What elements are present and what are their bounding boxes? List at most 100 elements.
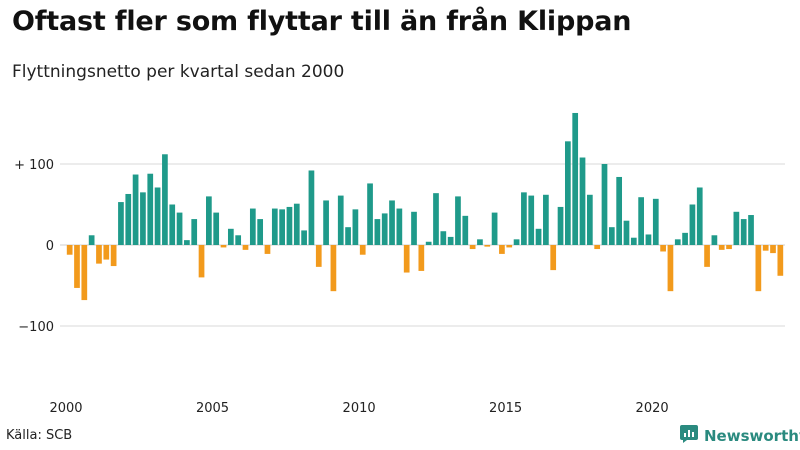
- bar-2000-q1: [66, 245, 73, 255]
- bar-2008-q1: [301, 230, 307, 245]
- bar-2023-q1: [740, 219, 747, 245]
- bar-2013-q3: [462, 215, 469, 245]
- bar-2020-q4: [674, 239, 681, 245]
- bar-2016-q2: [543, 194, 549, 245]
- bar-2021-q3: [696, 187, 703, 245]
- bar-2023-q4: [762, 245, 769, 251]
- x-tick-label: 2015: [489, 401, 522, 416]
- newsworthy-brand[interactable]: Newsworthy: [680, 425, 800, 447]
- bar-2020-q3: [667, 245, 674, 292]
- bar-2001-q2: [103, 245, 110, 260]
- bar-2009-q1: [330, 245, 337, 292]
- bar-2019-q4: [645, 234, 652, 245]
- bar-2001-q1: [96, 245, 102, 264]
- bar-2019-q1: [623, 220, 630, 245]
- bar-2010-q3: [374, 219, 381, 245]
- bar-2017-q2: [572, 112, 579, 245]
- bar-2009-q4: [352, 209, 359, 245]
- brand-name: Newsworthy: [704, 427, 800, 445]
- bar-2020-q2: [660, 245, 666, 252]
- bar-2019-q2: [630, 237, 637, 245]
- bar-2009-q3: [345, 227, 351, 245]
- bar-2011-q2: [396, 208, 403, 245]
- bar-2000-q2: [74, 245, 80, 288]
- bar-2005-q1: [213, 212, 220, 245]
- bar-2006-q4: [264, 245, 271, 254]
- bar-2003-q1: [154, 187, 161, 245]
- newsworthy-logo-icon: [680, 425, 698, 447]
- x-tick-label: 2010: [343, 401, 376, 416]
- bar-2021-q1: [682, 232, 688, 245]
- bar-2004-q4: [206, 196, 212, 245]
- bar-2018-q3: [608, 227, 615, 245]
- bar-2012-q3: [433, 193, 439, 245]
- bar-2022-q3: [726, 245, 732, 250]
- bar-2002-q4: [147, 173, 154, 245]
- y-tick-label: −100: [18, 320, 54, 335]
- bar-2005-q2: [220, 245, 227, 248]
- bar-2007-q1: [271, 208, 278, 245]
- bar-2010-q4: [381, 213, 388, 245]
- bar-2007-q4: [293, 203, 300, 245]
- bar-2013-q2: [455, 196, 461, 245]
- bar-2008-q3: [315, 245, 322, 267]
- bar-2012-q2: [425, 241, 432, 245]
- bar-2020-q1: [652, 198, 659, 245]
- bar-2015-q4: [528, 195, 535, 245]
- y-axis-ticks: + 100 0 −100: [14, 158, 54, 335]
- bar-2024-q2: [777, 245, 784, 276]
- bar-2002-q3: [140, 192, 146, 245]
- bar-2016-q4: [557, 206, 564, 245]
- bar-2022-q1: [711, 235, 718, 245]
- bar-2014-q3: [491, 212, 498, 245]
- bar-2018-q4: [616, 176, 623, 245]
- bar-2011-q1: [389, 200, 395, 245]
- bar-2006-q3: [257, 219, 264, 245]
- bar-2015-q1: [506, 245, 513, 248]
- y-tick-label: + 100: [14, 158, 54, 173]
- bar-2022-q2: [718, 245, 725, 250]
- chart-title: Oftast fler som flyttar till än från Kli…: [12, 6, 632, 37]
- chart-subtitle: Flyttningsnetto per kvartal sedan 2000: [12, 62, 345, 82]
- bar-2015-q2: [513, 239, 520, 245]
- bar-2003-q3: [169, 204, 176, 245]
- bar-2019-q3: [638, 197, 644, 245]
- bar-2022-q4: [733, 211, 740, 245]
- bar-2001-q3: [110, 245, 117, 267]
- x-tick-label: 2020: [636, 401, 669, 416]
- bar-2017-q1: [565, 141, 571, 245]
- bar-2010-q1: [359, 245, 366, 255]
- bar-2017-q4: [586, 194, 593, 245]
- bar-2003-q4: [176, 212, 183, 245]
- bar-2011-q3: [403, 245, 410, 273]
- bar-2008-q2: [308, 170, 315, 245]
- bar-2016-q1: [535, 228, 542, 245]
- bar-2006-q2: [249, 208, 256, 245]
- bar-2004-q3: [198, 245, 205, 278]
- bar-2008-q4: [323, 200, 329, 245]
- bar-2005-q3: [227, 228, 234, 245]
- bars: [66, 112, 784, 301]
- bar-2014-q1: [477, 239, 483, 245]
- bar-2002-q2: [132, 174, 139, 245]
- bar-2023-q3: [755, 245, 762, 292]
- bar-2015-q3: [521, 192, 527, 245]
- bar-2007-q2: [279, 209, 285, 245]
- bar-2012-q1: [418, 245, 425, 271]
- bar-2003-q2: [162, 154, 168, 245]
- x-tick-label: 2005: [196, 401, 229, 416]
- bar-2017-q3: [579, 157, 586, 245]
- bar-2010-q2: [367, 183, 373, 245]
- bar-2013-q1: [447, 236, 454, 245]
- bar-2011-q4: [411, 211, 417, 245]
- bar-2021-q4: [704, 245, 710, 267]
- y-tick-label: 0: [46, 239, 54, 254]
- bar-2004-q2: [191, 219, 198, 245]
- bar-2000-q3: [81, 245, 88, 301]
- x-tick-label: 2000: [49, 401, 82, 416]
- bar-2024-q1: [770, 245, 776, 254]
- bar-2009-q2: [337, 195, 344, 245]
- bar-2007-q3: [286, 206, 293, 245]
- bar-2001-q4: [118, 202, 124, 245]
